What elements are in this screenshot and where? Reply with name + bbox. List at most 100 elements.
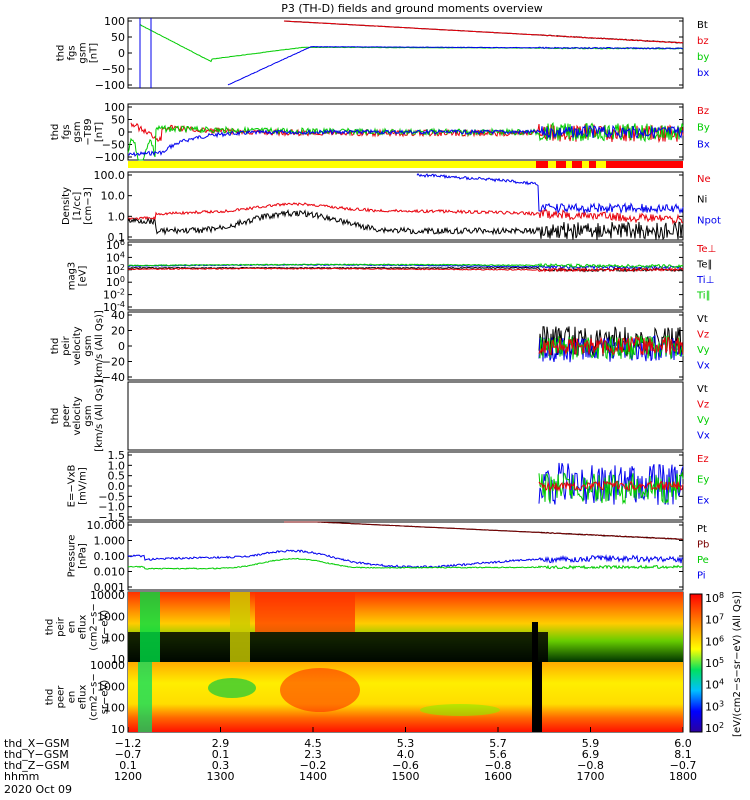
y-axis-label-line: peer (56, 685, 67, 709)
colorbar-tick-label: 103 (705, 699, 724, 713)
legend-entry: Bx (697, 139, 710, 150)
x-axis-value: 8.1 (674, 748, 692, 761)
legend-entry: Vz (697, 400, 709, 411)
y-axis-label-line: [nT] (94, 122, 105, 142)
panel-frame (127, 17, 684, 89)
legend-entry: Te⊥ (696, 244, 716, 255)
y-tick-label: 1000 (97, 610, 125, 623)
y-tick-label: 100 (104, 15, 125, 28)
x-axis-value: 2.3 (304, 748, 322, 761)
x-axis-value: −0.2 (300, 759, 327, 772)
y-axis-label-line: thd (50, 408, 61, 425)
x-axis-row-label: 2020 Oct 09 (4, 783, 72, 796)
ti-par-trace (127, 262, 684, 269)
y-axis-label-line: velocity (72, 326, 83, 365)
panel-frame (127, 171, 684, 241)
quality-strip (128, 161, 683, 168)
quality-strip-gap-1 (548, 161, 556, 168)
by-residual-trace (127, 122, 684, 161)
y-tick-label: 100 (104, 101, 125, 114)
y-axis-label-line: [km/s (All Qs)] (94, 380, 105, 452)
pe-trace (127, 557, 683, 570)
quality-strip-gap-3 (582, 161, 589, 168)
peer-red-blob (280, 668, 360, 712)
x-axis-value: 5.3 (397, 737, 415, 750)
y-axis-label-line: mag3 (67, 262, 78, 291)
ex-trace (538, 462, 684, 505)
y-tick-label: 0.1 (108, 231, 126, 244)
y-tick-label: 0.010 (94, 566, 126, 579)
y-tick-label: −20 (102, 356, 125, 369)
legend-entry: Ti⊥ (696, 275, 714, 286)
y-axis-label-line: (cm2−s− (89, 603, 100, 650)
vy-trace (538, 335, 684, 360)
y-axis-label-line: −T89 (83, 118, 94, 145)
legend-entry: bz (697, 36, 709, 47)
quality-strip-gap-2 (566, 161, 572, 168)
colorbar-tick-label: 105 (705, 656, 724, 670)
colorbar-gradient (689, 593, 703, 733)
y-axis-label-line: [km/s (All Qs)] (94, 310, 105, 382)
y-axis-label-line: (cm2−s− (89, 673, 100, 720)
x-axis-value: 1700 (577, 770, 605, 783)
panel-frame (127, 381, 684, 451)
y-axis-label-line: thd (45, 619, 56, 636)
ni-trace (127, 208, 684, 241)
legend-entry: By (697, 123, 710, 134)
ne-trace (127, 202, 684, 225)
vz-trace (538, 336, 684, 356)
legend-entry: Bz (697, 106, 709, 117)
y-tick-label: 10000 (90, 659, 125, 672)
y-tick-label: 10 (111, 653, 125, 666)
x-axis-row-label: hhmm (4, 770, 39, 783)
legend-entry: Vx (697, 431, 710, 442)
bx-residual-trace (127, 124, 684, 157)
peir-hot-region (255, 592, 355, 632)
x-axis-value: −0.7 (115, 748, 142, 761)
colorbar-label: [eV/(cm2−s−sr−eV) (All Qs)] (732, 591, 743, 737)
quality-strip-yellow (128, 161, 683, 168)
y-tick-label: 40 (111, 309, 125, 322)
y-tick-label: 0.5 (108, 470, 126, 483)
x-axis-value: −0.8 (577, 759, 604, 772)
x-axis-value: 6.0 (674, 737, 692, 750)
y-tick-label: 50 (111, 31, 125, 44)
x-axis-row-label: thd_X−GSM (4, 737, 70, 750)
y-tick-label: −50 (102, 63, 125, 76)
y-tick-label: 0.0 (108, 480, 126, 493)
panel-pressure: 10.000 1.000 0.100 0.010 0.001 Pressure [nPa] P… (67, 519, 710, 594)
y-tick-label: −40 (102, 371, 125, 384)
y-tick-label: −0.5 (98, 490, 125, 503)
y-axis-label-line: Density (61, 187, 72, 225)
y-axis-label-line: fgs (67, 45, 78, 60)
y-tick-label: 10.000 (87, 519, 126, 532)
x-axis-value: 1600 (484, 770, 512, 783)
x-axis-value: 1500 (392, 770, 420, 783)
y-axis-label-line: [1/cc] (72, 192, 83, 221)
legend-entry: Vy (697, 345, 710, 356)
legend-entry: Vx (697, 361, 710, 372)
legend-entry: Ez (697, 454, 709, 465)
legend-entry: Vt (697, 314, 708, 325)
panel-frame (127, 311, 684, 381)
colorbar-tick-label: 104 (705, 678, 724, 692)
y-tick-label: −1.0 (98, 501, 125, 514)
panel-density: 100.0 10.0 1.0 0.1 Density [1/cc] [cm−3] Ne Ni Np… (61, 169, 721, 244)
y-tick-label: 100 (104, 702, 125, 715)
y-axis-label-line: gsm (83, 405, 94, 426)
y-tick-label: −50 (102, 139, 125, 152)
x-axis-value: −1.2 (115, 737, 142, 750)
legend-entry: Npot (697, 215, 721, 226)
peer-spectrogram-fill (128, 662, 683, 732)
legend-entry: Ex (697, 495, 709, 506)
y-tick-label: 10 (111, 723, 125, 736)
bx-trace (227, 45, 684, 86)
bz-trace (283, 20, 684, 44)
y-tick-label: −100 (95, 151, 125, 164)
npot-trace (416, 172, 684, 215)
y-tick-label: 10.0 (101, 190, 126, 203)
peir-data-gap (532, 622, 538, 662)
